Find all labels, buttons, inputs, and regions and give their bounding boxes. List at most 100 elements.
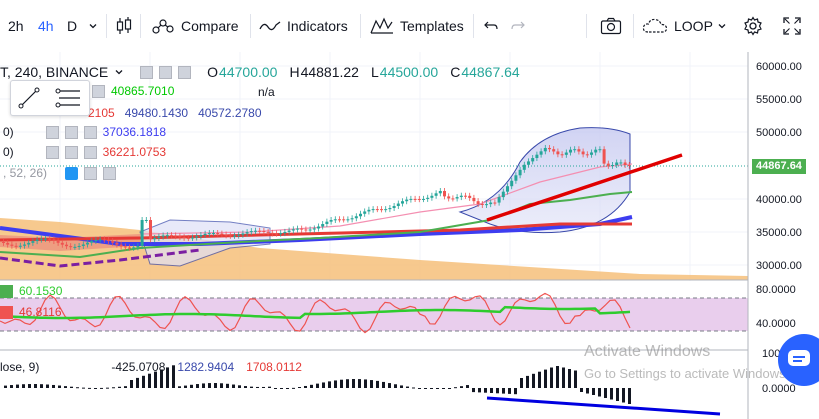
candle-body xyxy=(170,235,173,237)
na-label: n/a xyxy=(258,85,275,99)
candle-body xyxy=(128,247,131,249)
candle-body xyxy=(65,244,68,247)
interval-d[interactable]: D xyxy=(67,18,78,34)
candle-body xyxy=(23,244,26,246)
ind4-close-button[interactable] xyxy=(83,145,97,159)
ind1-eye-button[interactable] xyxy=(92,84,105,98)
price-tick: 50000.00 xyxy=(756,127,802,139)
candle-body xyxy=(325,221,329,225)
rsi-eye-button[interactable] xyxy=(0,284,13,298)
candle-body xyxy=(438,190,442,194)
loop-dropdown[interactable] xyxy=(717,16,727,36)
ind2-value-b: 49480.1430 xyxy=(124,106,189,120)
macd-bar xyxy=(238,385,241,388)
candle-body xyxy=(548,147,551,150)
macd-bar xyxy=(376,380,379,388)
legend-more-button[interactable] xyxy=(178,65,192,79)
ind5-settings-button[interactable] xyxy=(84,166,98,180)
fullscreen-button[interactable] xyxy=(783,16,801,36)
candle-body xyxy=(506,186,509,192)
ind5-eye-button[interactable] xyxy=(65,166,79,180)
candle-body xyxy=(304,229,308,231)
candle-body xyxy=(27,242,31,245)
candle-body xyxy=(401,201,404,204)
chat-icon xyxy=(788,350,810,366)
macd-bar xyxy=(394,384,397,388)
macd-bar xyxy=(616,388,619,401)
gear-icon xyxy=(744,16,762,36)
macd-tick: 0.0000 xyxy=(762,383,796,395)
candle-body xyxy=(270,232,274,234)
macd-bar xyxy=(406,386,409,388)
macd-bar xyxy=(556,366,559,388)
candle-body xyxy=(245,232,249,234)
candle-body xyxy=(627,164,631,166)
candles-icon xyxy=(116,17,132,34)
close-prefix: C xyxy=(450,64,461,80)
chat-button[interactable] xyxy=(778,334,819,386)
candle-body xyxy=(178,236,182,238)
candle-body xyxy=(115,242,119,245)
macd-bar xyxy=(268,386,271,388)
macd-bar xyxy=(520,378,523,388)
macd-bar xyxy=(196,384,199,388)
candle-body xyxy=(123,246,127,248)
macd-value-3: 1708.0112 xyxy=(246,360,302,374)
indicator-row-4: 0) 36221.0753 xyxy=(3,145,166,159)
macd-bar xyxy=(412,387,415,389)
candle-body xyxy=(606,163,610,166)
candle-body xyxy=(493,202,497,204)
ma-red xyxy=(0,222,632,242)
top-toolbar: 2h 4h D Compare Indicators xyxy=(0,0,819,53)
interval-4h[interactable]: 4h xyxy=(38,18,54,34)
symbol-legend: T, 240, BINANCE O 44700.00 H 44881.22 L 445… xyxy=(0,64,520,80)
trend-line-tool-icon[interactable] xyxy=(18,87,40,109)
legend-settings-button[interactable] xyxy=(159,65,173,79)
rsi2-eye-button[interactable] xyxy=(0,305,13,319)
loop-button[interactable]: LOOP xyxy=(642,16,713,36)
ind4-eye-button[interactable] xyxy=(45,145,59,159)
interval-dropdown[interactable] xyxy=(88,16,98,36)
undo-button[interactable] xyxy=(483,16,499,36)
candle-body xyxy=(363,211,367,214)
ind3-close-button[interactable] xyxy=(83,125,97,139)
ind3-value: 37036.1818 xyxy=(102,125,167,139)
macd-bar xyxy=(328,381,331,388)
legend-eye-button[interactable] xyxy=(140,65,154,79)
interval-2h[interactable]: 2h xyxy=(8,18,24,34)
watermark-title: Activate Windows xyxy=(584,343,711,360)
ind5-close-button[interactable] xyxy=(103,166,117,180)
macd-bar xyxy=(370,380,373,388)
trend-line-blue[interactable] xyxy=(486,396,721,416)
candle-body xyxy=(598,149,602,151)
candle-body xyxy=(52,239,56,241)
redo-icon xyxy=(511,21,525,30)
trend-line-red[interactable] xyxy=(486,153,683,222)
fib-tool-icon[interactable] xyxy=(55,87,81,109)
candle-body xyxy=(417,198,421,200)
symbol-title[interactable]: T, 240, BINANCE xyxy=(0,64,109,80)
ind4-settings-button[interactable] xyxy=(64,145,78,159)
templates-button[interactable]: Templates xyxy=(370,16,464,36)
candle-body xyxy=(140,220,144,247)
redo-button[interactable] xyxy=(510,16,526,36)
macd-bar xyxy=(532,373,535,388)
snapshot-button[interactable] xyxy=(600,16,622,36)
candle-body xyxy=(409,198,413,200)
rsi-legend-2: 46.8116 xyxy=(0,305,62,319)
macd-bar xyxy=(244,386,247,388)
settings-button[interactable] xyxy=(743,16,763,36)
ind3-eye-button[interactable] xyxy=(45,125,59,139)
open-prefix: O xyxy=(207,64,219,80)
candle-body xyxy=(144,220,148,221)
macd-bar xyxy=(88,387,91,389)
macd-bar xyxy=(586,388,589,394)
compare-button[interactable]: Compare xyxy=(151,16,239,36)
ind2-value-c: 40572.2780 xyxy=(198,106,262,120)
macd-bar xyxy=(478,388,481,393)
macd-bar xyxy=(286,388,289,389)
chevron-down-icon[interactable] xyxy=(114,67,124,77)
indicators-button[interactable]: Indicators xyxy=(259,16,348,36)
chart-type-button[interactable] xyxy=(115,16,133,36)
ind3-settings-button[interactable] xyxy=(64,125,78,139)
